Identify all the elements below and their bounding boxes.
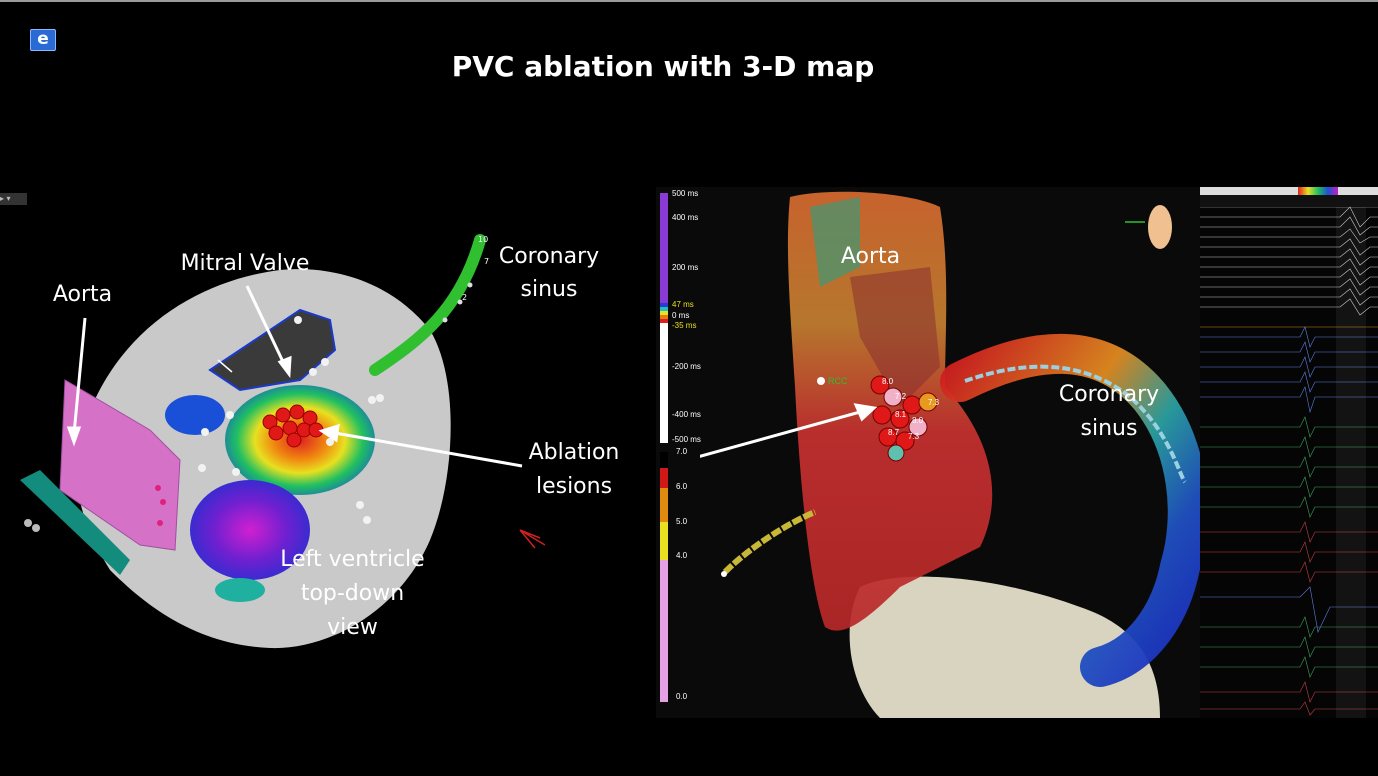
tick-6: 6.0 [676, 482, 688, 491]
cs-number-10: 10 [478, 235, 488, 244]
egm-trace-panel [1200, 187, 1378, 718]
tick-400: 400 ms [672, 213, 699, 222]
tick-4: 4.0 [676, 551, 688, 560]
tick-minus200: -200 ms [672, 362, 701, 371]
time-color-scale [660, 193, 668, 443]
left-3d-map: 10 7 2 [20, 234, 546, 649]
orientation-head-icon [1148, 205, 1172, 249]
lesion-spheres [870, 375, 938, 462]
label-lv-3: view [327, 615, 378, 640]
label-ablation-2: lesions [535, 474, 613, 499]
top-border [0, 0, 1378, 2]
tick-200: 200 ms [672, 263, 699, 272]
tick-0: 0 ms [672, 311, 690, 320]
tick-500: 500 ms [672, 189, 699, 198]
mitral-valve-shape [208, 308, 337, 392]
tick-5: 5.0 [676, 517, 688, 526]
right-3d-map: RCC 8.0 8.1 8.0 8.7 7.3 7.3 7.2 [700, 191, 1200, 718]
tick-0-0: 0.0 [676, 692, 688, 701]
tick-minus500: -500 ms [672, 435, 701, 444]
rcc-label: RCC [828, 376, 848, 386]
ablation-color-scale [660, 452, 668, 702]
white-location-points [198, 316, 384, 524]
slide-title: PVC ablation with 3-D map [451, 50, 875, 83]
lesion-value-3: 8.0 [912, 416, 924, 425]
ablation-lesion-cluster [262, 404, 324, 448]
logo-icon[interactable]: e [30, 29, 56, 51]
toolbar-widget[interactable]: ▸ ▾ [0, 193, 27, 205]
teal-catheter [20, 470, 130, 575]
lesion-value-1: 8.0 [882, 377, 894, 386]
egm-traces [1200, 206, 1378, 718]
lv-base [849, 576, 1160, 718]
cs-number-2: 2 [462, 293, 467, 302]
label-lv-1: Left ventricle [280, 547, 425, 572]
tick-minus400: -400 ms [672, 410, 701, 419]
label-coronary-sinus-left-2: sinus [520, 277, 578, 302]
trace-header [1200, 187, 1378, 195]
label-aorta-left: Aorta [52, 282, 113, 307]
lesion-value-2: 8.1 [895, 410, 907, 419]
label-coronary-sinus-left-1: Coronary [498, 244, 600, 269]
lesion-value-5: 7.3 [928, 398, 940, 407]
label-aorta-right: Aorta [840, 244, 901, 269]
label-mitral-valve: Mitral Valve [180, 251, 310, 276]
lesion-value-4: 8.7 [888, 428, 900, 437]
early-activation-region [190, 480, 310, 580]
tick-minus35: -35 ms [672, 321, 697, 330]
cs-number-7: 7 [484, 257, 489, 266]
tick-7: 7.0 [676, 447, 688, 456]
lesion-value-7: 7.2 [895, 392, 907, 401]
coronary-sinus-tube [940, 333, 1200, 687]
label-lv-2: top-down [300, 581, 405, 606]
label-coronary-right-1: Coronary [1058, 382, 1160, 407]
label-ablation-1: Ablation [528, 440, 620, 465]
label-coronary-right-2: sinus [1080, 416, 1138, 441]
lesion-value-6: 7.3 [908, 432, 920, 441]
left-catheter [722, 509, 817, 575]
tick-47: 47 ms [672, 300, 694, 309]
coronary-sinus-catheter [369, 234, 486, 376]
